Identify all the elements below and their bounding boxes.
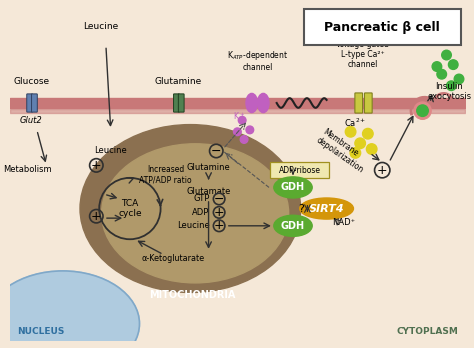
Ellipse shape (246, 93, 257, 113)
FancyBboxPatch shape (355, 93, 363, 113)
Text: Glut2: Glut2 (20, 117, 43, 125)
Text: SIRT4: SIRT4 (309, 204, 345, 214)
Text: Voltage-gated
L-type Ca²⁺
channel: Voltage-gated L-type Ca²⁺ channel (336, 40, 390, 69)
Text: GDH: GDH (281, 182, 305, 192)
Ellipse shape (0, 271, 139, 348)
Text: MITOCHONDRIA: MITOCHONDRIA (149, 290, 236, 300)
Text: Ca$^{2+}$: Ca$^{2+}$ (344, 117, 366, 129)
Ellipse shape (80, 125, 301, 292)
Text: α-Ketoglutarate: α-Ketoglutarate (142, 254, 205, 263)
Text: +: + (91, 210, 101, 223)
Text: Metabolism: Metabolism (3, 165, 52, 174)
Circle shape (355, 138, 365, 149)
Text: ?: ? (298, 204, 304, 214)
Text: TCA
cycle: TCA cycle (118, 199, 142, 218)
Text: Increased
ATP/ADP ratio: Increased ATP/ADP ratio (139, 165, 191, 185)
Circle shape (442, 50, 451, 60)
Ellipse shape (274, 177, 312, 198)
FancyBboxPatch shape (303, 9, 461, 46)
Ellipse shape (300, 198, 354, 219)
Ellipse shape (257, 93, 269, 113)
Circle shape (448, 60, 458, 69)
Ellipse shape (274, 215, 312, 236)
Text: GTP: GTP (193, 195, 210, 204)
Text: Glucose: Glucose (13, 77, 49, 86)
Circle shape (432, 62, 442, 71)
FancyBboxPatch shape (32, 94, 37, 112)
Text: ADP: ADP (192, 208, 210, 217)
Text: +: + (214, 219, 224, 232)
Text: Glutamine: Glutamine (187, 163, 230, 172)
Text: Membrane
depolarization: Membrane depolarization (315, 127, 372, 175)
Circle shape (246, 126, 254, 134)
Text: Glutamine: Glutamine (154, 77, 201, 86)
Circle shape (234, 128, 241, 136)
Circle shape (345, 127, 356, 137)
Circle shape (417, 105, 428, 117)
Circle shape (350, 148, 361, 158)
Text: K$_{ATP}$-dependent
channel: K$_{ATP}$-dependent channel (227, 49, 288, 72)
Text: GDH: GDH (281, 221, 305, 231)
FancyBboxPatch shape (270, 163, 329, 178)
Circle shape (366, 144, 377, 154)
Text: NAD⁺: NAD⁺ (332, 219, 356, 228)
Text: +: + (214, 206, 224, 219)
Text: Leucine: Leucine (177, 221, 210, 230)
FancyBboxPatch shape (365, 93, 372, 113)
FancyBboxPatch shape (27, 94, 33, 112)
Text: Pancreatic β cell: Pancreatic β cell (324, 21, 440, 34)
Circle shape (437, 69, 447, 79)
Text: Leucine: Leucine (83, 22, 118, 31)
Circle shape (363, 128, 373, 139)
Circle shape (238, 117, 246, 124)
Text: −: − (211, 144, 221, 158)
Text: K$^+$: K$^+$ (233, 111, 245, 122)
Text: Glutamate: Glutamate (186, 187, 231, 196)
Text: −: − (214, 192, 224, 205)
Text: NUCLEUS: NUCLEUS (17, 327, 64, 336)
Text: +: + (91, 159, 101, 172)
Text: CYTOPLASM: CYTOPLASM (396, 327, 458, 336)
Circle shape (240, 136, 248, 143)
FancyBboxPatch shape (173, 94, 179, 112)
Text: +: + (377, 164, 388, 177)
Circle shape (447, 81, 456, 90)
Ellipse shape (101, 144, 289, 283)
Circle shape (414, 102, 431, 119)
Text: ADP-ribose: ADP-ribose (279, 166, 321, 175)
Circle shape (454, 74, 464, 84)
Text: Leucine: Leucine (94, 147, 127, 156)
Text: Insulin
exocytosis: Insulin exocytosis (428, 82, 472, 101)
FancyBboxPatch shape (178, 94, 184, 112)
